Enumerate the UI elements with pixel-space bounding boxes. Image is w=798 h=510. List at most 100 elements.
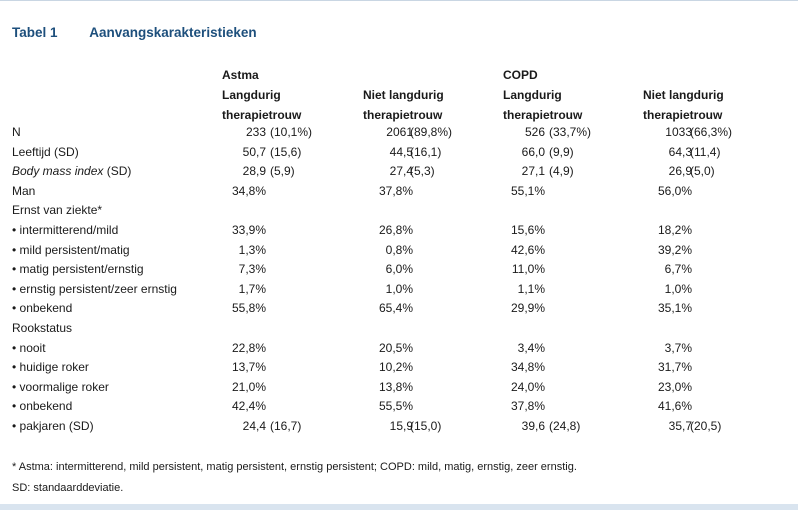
cell-value-c3: 1,1% bbox=[517, 281, 545, 296]
cell-value-c2: 20,5% bbox=[378, 340, 413, 355]
cell-value-c3: 15,6% bbox=[510, 223, 545, 237]
cell-extra-c4: (5,0) bbox=[690, 164, 715, 179]
cell-value-c1: 50,7 bbox=[242, 144, 266, 159]
cell-value-c2: 55,5% bbox=[378, 399, 413, 414]
header-col3-line2: therapietrouw bbox=[503, 108, 583, 122]
cell-value-c2: 65,4% bbox=[378, 301, 413, 316]
row-label: Body mass index (SD) bbox=[12, 162, 131, 181]
cell-value-c1: 1,3% bbox=[238, 242, 266, 257]
cell-value-c2: 10,2% bbox=[378, 360, 413, 375]
cell-value-c3: 55,1% bbox=[510, 183, 545, 198]
table-row: Man 34,8% 37,8% 55,1% 56,0% bbox=[0, 182, 798, 201]
header-col3-line1: Langdurig bbox=[503, 88, 562, 102]
row-label: • voormalige roker bbox=[12, 379, 109, 394]
row-label-suffix: (SD) bbox=[103, 164, 132, 179]
table-label: Tabel 1 bbox=[12, 25, 58, 40]
cell-value-c1: 24,4 bbox=[242, 419, 266, 433]
cell-value-c4: 56,0% bbox=[657, 183, 692, 198]
cell-extra-c1: (15,6) bbox=[270, 144, 302, 159]
cell-value-c4: 1,0% bbox=[664, 281, 692, 296]
header-col1-line2: therapietrouw bbox=[222, 108, 302, 122]
row-label: Leeftijd (SD) bbox=[12, 144, 79, 159]
row-label: Man bbox=[12, 183, 36, 198]
cell-value-c2: 37,8% bbox=[378, 183, 413, 198]
header-col2-line1: Niet langdurig bbox=[363, 88, 444, 102]
row-label-italic: Body mass index bbox=[12, 164, 104, 179]
cell-extra-c4: (11,4) bbox=[690, 144, 721, 159]
header-col3: Langdurig therapietrouw bbox=[503, 85, 582, 125]
header-col2: Niet langdurig therapietrouw bbox=[363, 85, 444, 125]
cell-value-c4: 18,2% bbox=[657, 223, 692, 237]
cell-value-c3: 27,1 bbox=[521, 164, 545, 179]
cell-value-c3: 37,8% bbox=[510, 399, 545, 414]
row-label: Rookstatus bbox=[12, 321, 73, 335]
cell-value-c2: 26,8% bbox=[378, 223, 413, 237]
row-label: • nooit bbox=[12, 340, 46, 355]
table-caption: Tabel 1 Aanvangskarakteristieken bbox=[12, 25, 257, 40]
cell-value-c1: 22,8% bbox=[231, 340, 266, 355]
bottom-rule bbox=[0, 504, 798, 510]
header-col4-line2: therapietrouw bbox=[643, 108, 723, 122]
cell-value-c2: 27,4 bbox=[389, 164, 413, 179]
row-label: • onbekend bbox=[12, 301, 73, 316]
cell-value-c4: 41,6% bbox=[657, 399, 692, 414]
header-col2-line2: therapietrouw bbox=[363, 108, 443, 122]
cell-value-c4: 26,9 bbox=[668, 164, 692, 179]
row-label: N bbox=[12, 125, 21, 139]
header-group-copd: COPD bbox=[503, 68, 538, 82]
cell-value-c1: 233 bbox=[245, 125, 266, 139]
cell-value-c3: 526 bbox=[524, 125, 545, 139]
row-label: • huidige roker bbox=[12, 360, 89, 375]
table-row: • matig persistent/ernstig 7,3% 6,0% 11,0% 6… bbox=[0, 260, 798, 279]
footnote-severity: * Astma: intermitterend, mild persistent… bbox=[12, 461, 577, 473]
table-row: • huidige roker 13,7% 10,2% 34,8% 31,7% bbox=[0, 358, 798, 377]
cell-value-c2: 44,5 bbox=[389, 144, 413, 159]
cell-value-c3: 39,6 bbox=[521, 419, 545, 433]
table-row: Body mass index (SD) 28,9 (5,9) 27,4 (5,3) 27… bbox=[0, 162, 798, 181]
table-row: • nooit 22,8% 20,5% 3,4% 3,7% bbox=[0, 339, 798, 358]
row-label: • matig persistent/ernstig bbox=[12, 262, 144, 277]
row-label: Ernst van ziekte* bbox=[12, 203, 103, 218]
cell-value-c1: 13,7% bbox=[231, 360, 266, 375]
cell-value-c2: 6,0% bbox=[385, 262, 413, 277]
cell-value-c2: 0,8% bbox=[385, 242, 413, 257]
cell-value-c1: 21,0% bbox=[231, 379, 266, 394]
table-row: • mild persistent/matig 1,3% 0,8% 42,6% 39,2… bbox=[0, 241, 798, 260]
row-label: • intermitterend/mild bbox=[12, 223, 119, 237]
row-label: • ernstig persistent/zeer ernstig bbox=[12, 281, 177, 296]
row-label: • mild persistent/matig bbox=[12, 242, 130, 257]
table-row: • onbekend 55,8% 65,4% 29,9% 35,1% bbox=[0, 299, 798, 318]
table-row: • intermitterend/mild 33,9% 26,8% 15,6% 18,2… bbox=[0, 221, 798, 240]
table-row: Leeftijd (SD) 50,7 (15,6) 44,5 (16,1) 66,0 (9,… bbox=[0, 143, 798, 162]
cell-value-c1: 42,4% bbox=[231, 399, 266, 414]
table-row: N 233 (10,1%) 2061 (89,8%) 526 (33,7%) 1033 (66,… bbox=[0, 123, 798, 142]
cell-extra-c4: (66,3%) bbox=[690, 125, 733, 139]
cell-value-c2: 1,0% bbox=[385, 281, 413, 296]
top-rule bbox=[0, 0, 798, 1]
cell-value-c1: 33,9% bbox=[231, 223, 266, 237]
cell-value-c4: 3,7% bbox=[664, 340, 692, 355]
table-row: • pakjaren (SD) 24,4 (16,7) 15,9 (15,0) 39,6 (… bbox=[0, 417, 798, 436]
header-group-astma: Astma bbox=[222, 68, 259, 82]
cell-extra-c1: (5,9) bbox=[270, 164, 295, 179]
cell-value-c3: 66,0 bbox=[521, 144, 545, 159]
cell-extra-c2: (16,1) bbox=[410, 144, 442, 159]
row-label: • pakjaren (SD) bbox=[12, 419, 94, 433]
cell-value-c4: 35,7 bbox=[668, 419, 692, 433]
cell-extra-c3: (33,7%) bbox=[549, 125, 592, 139]
cell-value-c2: 2061 bbox=[386, 125, 413, 139]
cell-value-c4: 23,0% bbox=[657, 379, 692, 394]
cell-value-c3: 3,4% bbox=[517, 340, 545, 355]
cell-extra-c3: (24,8) bbox=[549, 419, 581, 433]
cell-value-c1: 34,8% bbox=[231, 183, 266, 198]
cell-value-c1: 28,9 bbox=[242, 164, 266, 179]
cell-value-c3: 24,0% bbox=[510, 379, 545, 394]
footnote-sd: SD: standaarddeviatie. bbox=[12, 482, 124, 494]
header-col4-line1: Niet langdurig bbox=[643, 88, 724, 102]
cell-extra-c2: (15,0) bbox=[410, 419, 442, 433]
cell-value-c3: 34,8% bbox=[510, 360, 545, 375]
cell-extra-c4: (20,5) bbox=[690, 419, 722, 433]
cell-value-c4: 6,7% bbox=[664, 262, 692, 277]
cell-value-c3: 29,9% bbox=[510, 301, 545, 316]
table-title: Aanvangskarakteristieken bbox=[89, 25, 257, 40]
